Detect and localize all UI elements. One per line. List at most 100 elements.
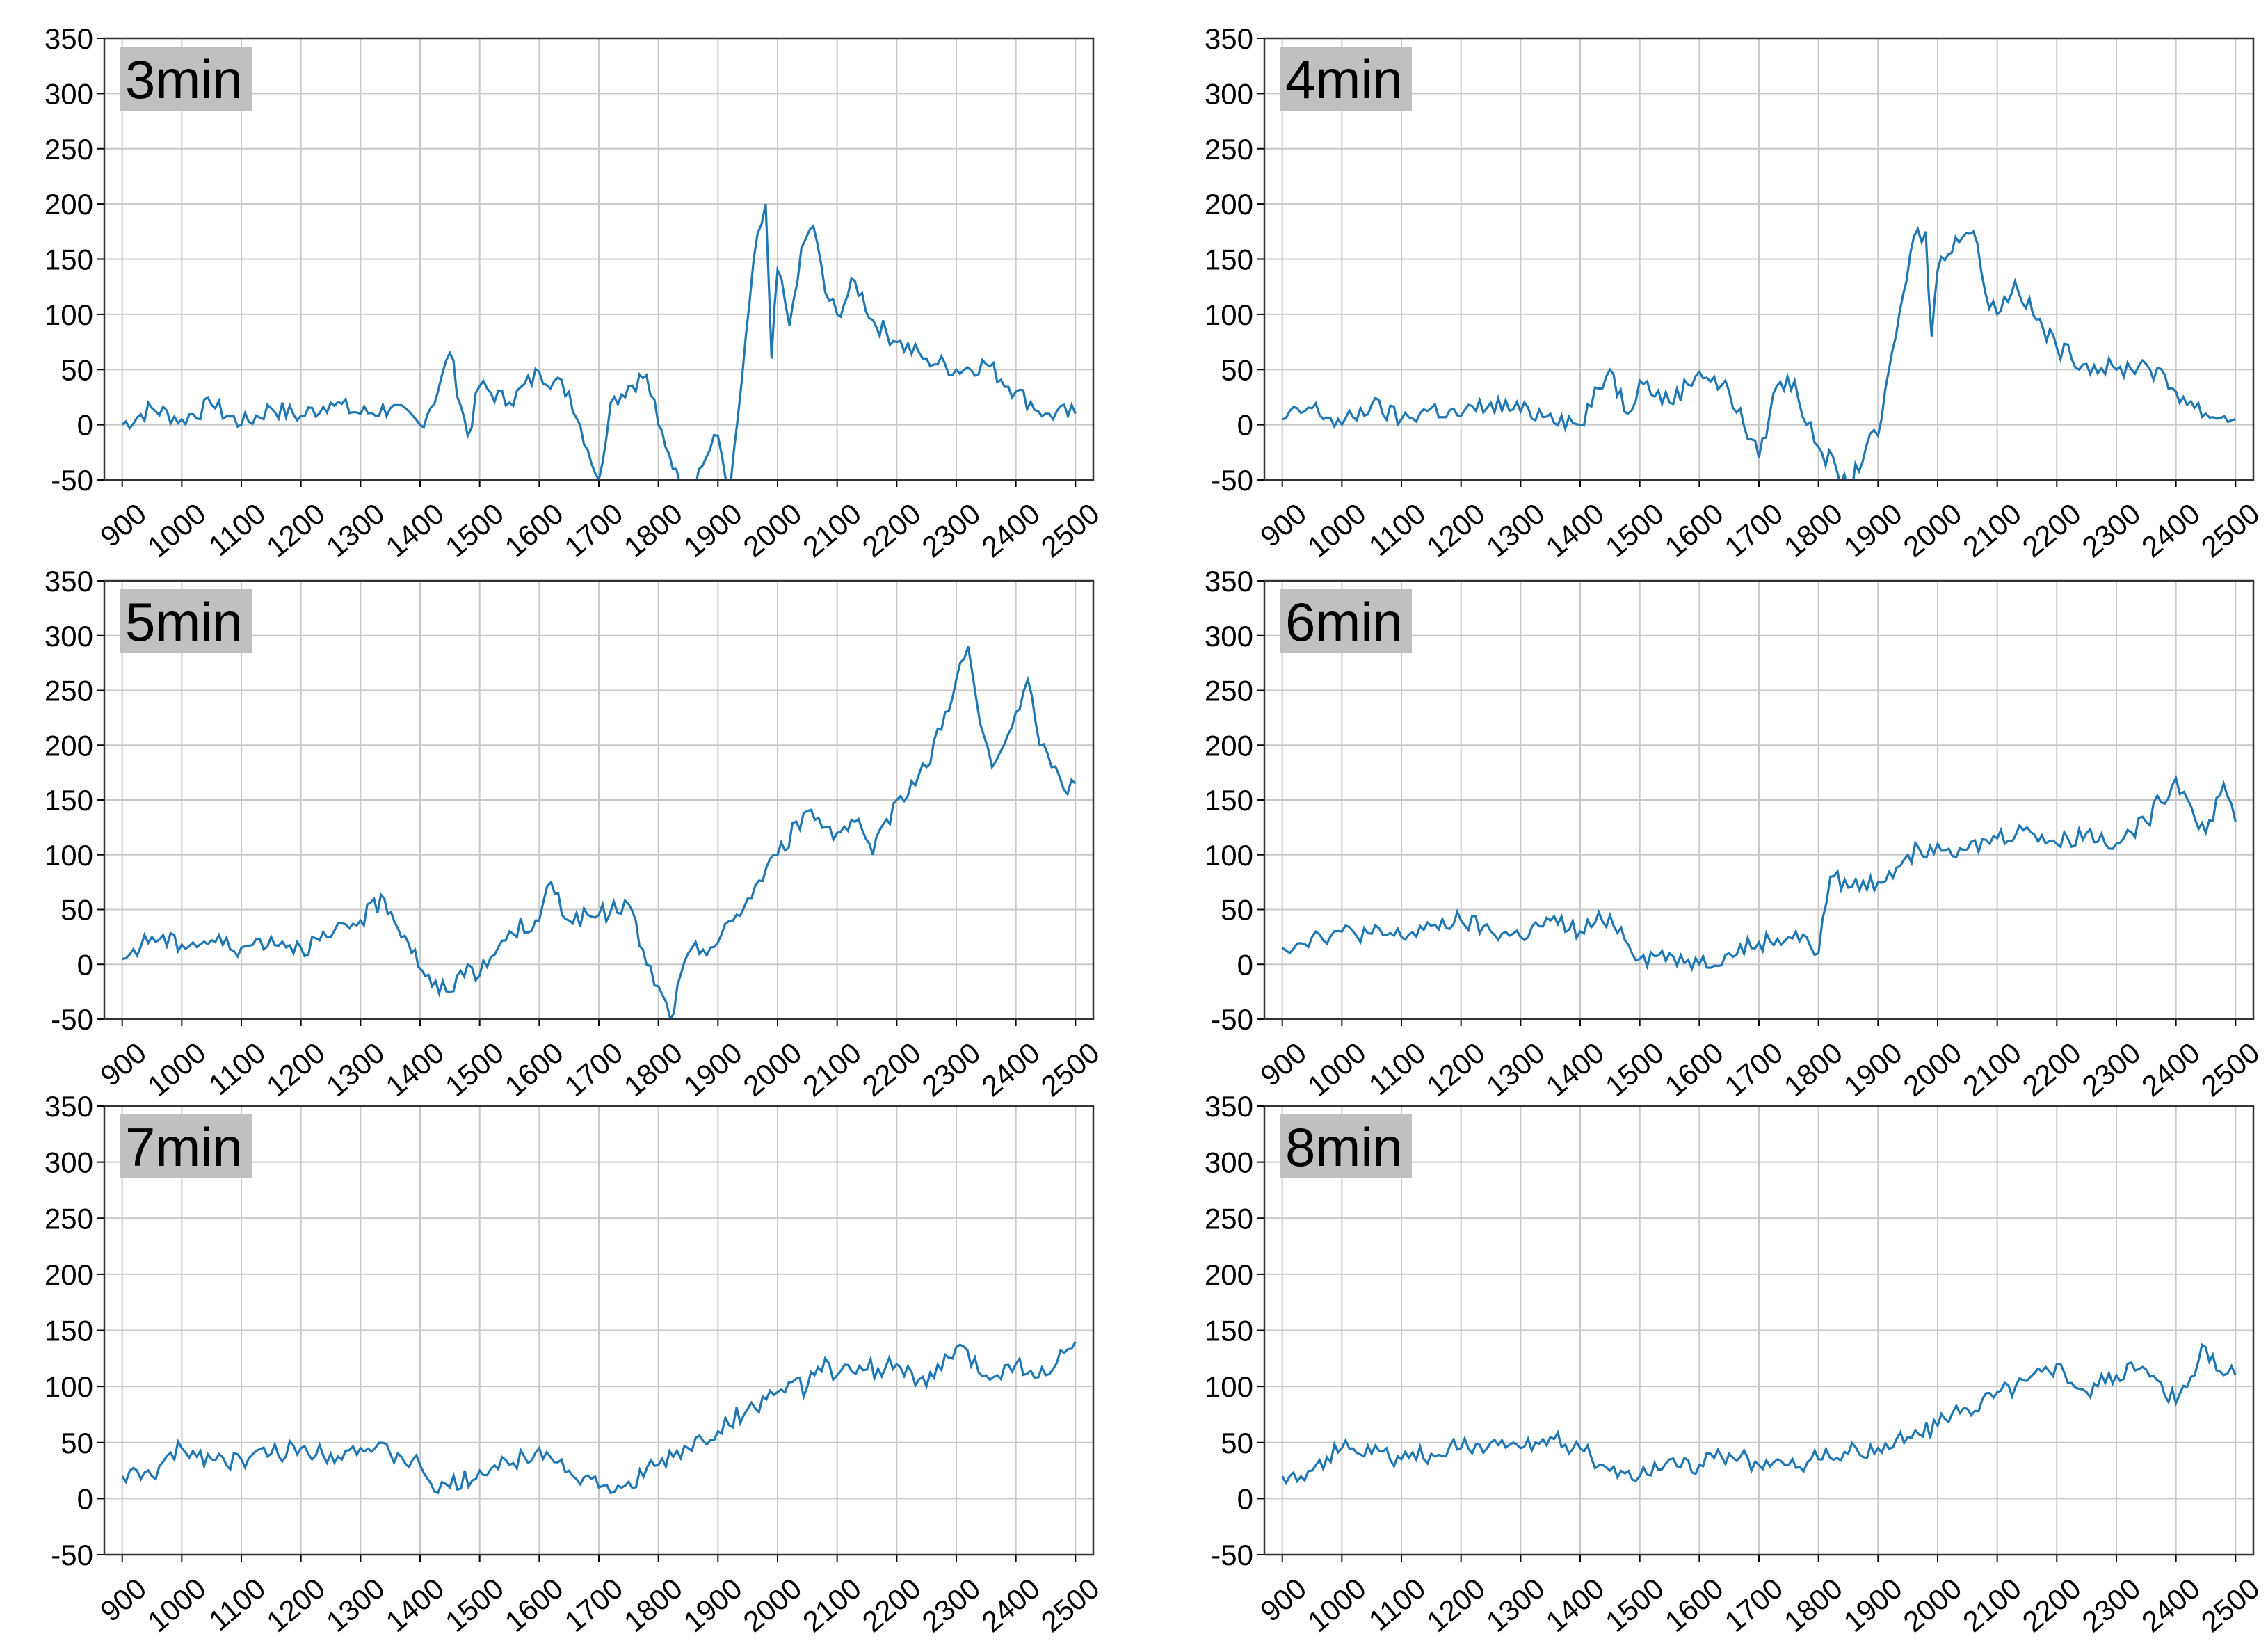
y-tick-label: 250 xyxy=(45,1202,93,1235)
x-tick-label: 1000 xyxy=(141,1036,212,1103)
x-tick-label: 900 xyxy=(94,497,152,553)
x-tick-label: 1900 xyxy=(1837,1036,1908,1103)
plot-frame xyxy=(103,37,1095,481)
x-tick-label: 1800 xyxy=(1778,1571,1849,1638)
series-line xyxy=(122,646,1077,1019)
x-tick-label: 1100 xyxy=(1362,1571,1431,1637)
y-tick-label: -50 xyxy=(1211,1539,1253,1571)
y-tick-label: 350 xyxy=(1205,22,1253,55)
x-tick-label: 2400 xyxy=(975,497,1046,563)
x-tick-label: 1500 xyxy=(439,1036,510,1103)
x-tick-label: 1700 xyxy=(558,1036,629,1103)
y-tick-label: 300 xyxy=(45,1146,93,1179)
chart-panel-7min: 350300250200150100500-509001000110012001… xyxy=(45,1090,1106,1638)
y-tick-label: 0 xyxy=(77,409,93,442)
y-tick-label: 300 xyxy=(1205,620,1253,652)
x-tick-label: 1700 xyxy=(1719,1036,1790,1103)
x-tick-label: 1600 xyxy=(1659,1036,1730,1103)
y-tick-label: 350 xyxy=(1205,1090,1253,1123)
x-tick-label: 1700 xyxy=(558,497,629,563)
x-tick-label: 1800 xyxy=(618,497,689,563)
x-tick-label: 1200 xyxy=(1420,1571,1491,1638)
panel-label: 3min xyxy=(125,49,243,110)
x-tick-label: 2400 xyxy=(975,1036,1046,1103)
y-tick-label: 200 xyxy=(45,1258,93,1291)
x-tick-label: 1500 xyxy=(1599,497,1670,563)
series-line xyxy=(121,203,1077,480)
x-tick-label: 1100 xyxy=(202,1036,271,1101)
y-tick-label: 300 xyxy=(1205,1146,1253,1179)
x-tick-label: 1700 xyxy=(1719,1571,1790,1638)
panel-label-box xyxy=(1280,589,1412,653)
x-tick-label: 1900 xyxy=(677,1571,748,1638)
y-tick-label: 50 xyxy=(61,353,93,386)
x-tick-label: 2000 xyxy=(1897,497,1968,563)
x-tick-label: 1300 xyxy=(1480,497,1551,563)
y-tick-label: 300 xyxy=(45,77,93,110)
series-line xyxy=(1282,225,2236,480)
panel-label: 4min xyxy=(1285,49,1403,110)
x-tick-label: 2200 xyxy=(856,497,927,563)
y-tick-label: 150 xyxy=(45,784,93,817)
y-tick-label: 100 xyxy=(1205,298,1253,331)
plot-frame xyxy=(1263,579,2255,1020)
panel-label: 5min xyxy=(125,591,243,652)
y-tick-label: 0 xyxy=(1237,948,1253,981)
x-tick-label: 1800 xyxy=(618,1571,689,1638)
x-tick-label: 2200 xyxy=(2016,1571,2087,1638)
x-tick-label: 1800 xyxy=(1778,497,1849,563)
x-tick-label: 1400 xyxy=(380,1036,451,1103)
x-tick-label: 1200 xyxy=(1420,497,1491,563)
x-tick-label: 1200 xyxy=(1420,1036,1491,1103)
y-tick-label: 150 xyxy=(1205,1315,1253,1347)
panel-label-box xyxy=(120,589,252,653)
x-tick-label: 2300 xyxy=(916,1036,987,1103)
series-line xyxy=(121,1340,1077,1495)
y-tick-label: 200 xyxy=(45,729,93,762)
y-tick-label: 50 xyxy=(1221,1427,1253,1459)
y-tick-label: 350 xyxy=(45,22,93,55)
x-tick-label: 2500 xyxy=(1035,1571,1106,1638)
chart-panel-6min: 350300250200150100500-509001000110012001… xyxy=(1205,565,2266,1103)
y-tick-label: 50 xyxy=(61,894,93,927)
y-tick-label: 100 xyxy=(1205,1370,1253,1403)
x-tick-label: 2000 xyxy=(1897,1036,1968,1103)
plot-frame xyxy=(1263,37,2255,481)
x-tick-label: 2200 xyxy=(856,1571,927,1638)
y-tick-label: 100 xyxy=(45,298,93,331)
chart-panel-3min: 350300250200150100500-509001000110012001… xyxy=(45,22,1106,563)
x-tick-label: 1700 xyxy=(558,1571,629,1638)
x-tick-label: 2200 xyxy=(2016,497,2087,563)
series-line xyxy=(1281,1343,2237,1486)
x-tick-label: 2000 xyxy=(1897,1571,1968,1638)
x-tick-label: 1400 xyxy=(380,497,451,563)
x-tick-label: 1800 xyxy=(618,1036,689,1103)
x-tick-label: 2100 xyxy=(796,497,867,563)
x-tick-label: 1900 xyxy=(1837,497,1908,563)
plot-frame xyxy=(103,579,1095,1020)
x-tick-label: 2400 xyxy=(2135,1036,2206,1103)
chart-panel-4min: 350300250200150100500-509001000110012001… xyxy=(1205,22,2266,563)
x-tick-label: 1600 xyxy=(499,497,570,563)
x-tick-label: 2000 xyxy=(737,1036,808,1103)
x-tick-label: 2500 xyxy=(1035,1036,1106,1103)
x-tick-label: 2300 xyxy=(2076,497,2147,563)
y-tick-label: 200 xyxy=(1205,1258,1253,1291)
x-tick-label: 1200 xyxy=(260,1036,331,1103)
y-tick-label: -50 xyxy=(51,1003,93,1036)
x-tick-label: 2400 xyxy=(975,1571,1046,1638)
x-tick-label: 2300 xyxy=(916,497,987,563)
x-tick-label: 900 xyxy=(1254,1571,1312,1628)
x-tick-label: 1200 xyxy=(260,497,331,563)
x-tick-label: 1300 xyxy=(1480,1036,1551,1103)
y-tick-label: 250 xyxy=(45,675,93,707)
panel-label-box xyxy=(120,47,252,111)
y-tick-label: -50 xyxy=(51,464,93,497)
x-tick-label: 2200 xyxy=(2016,1036,2087,1103)
x-tick-label: 1600 xyxy=(1659,1571,1730,1638)
plot-frame xyxy=(1263,1105,2255,1556)
y-tick-label: 0 xyxy=(1237,409,1253,442)
series-line xyxy=(1281,774,2237,972)
y-tick-label: 150 xyxy=(1205,243,1253,276)
